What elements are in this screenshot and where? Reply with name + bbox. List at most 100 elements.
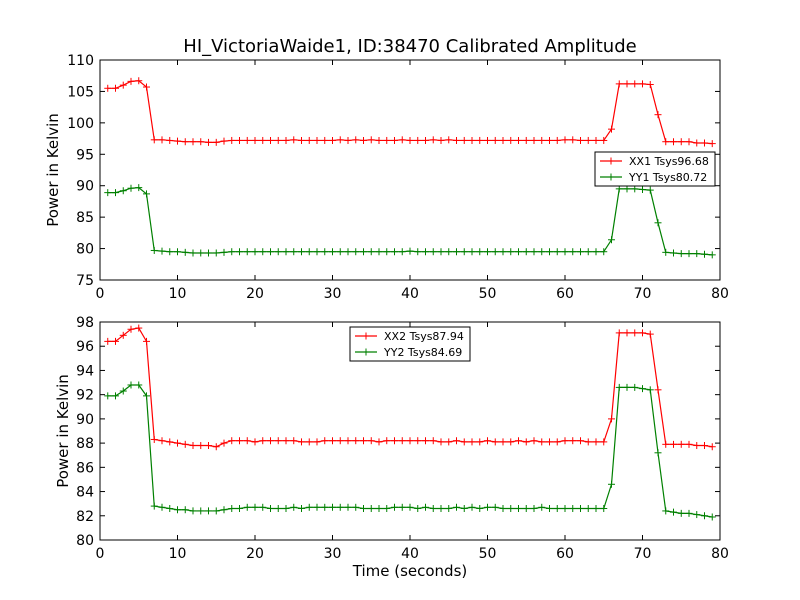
data-point <box>453 503 460 511</box>
data-point <box>623 329 631 337</box>
data-point <box>646 186 654 194</box>
data-point <box>422 503 429 511</box>
y-tick-label: 90 <box>76 412 94 428</box>
chart-title: HI_VictoriaWaide1, ID:38470 Calibrated A… <box>183 36 636 57</box>
data-point <box>228 136 236 144</box>
data-point <box>670 508 677 516</box>
x-tick-label: 30 <box>324 286 342 302</box>
data-point <box>259 437 267 445</box>
data-point <box>189 249 197 257</box>
data-point <box>677 440 685 448</box>
data-point <box>530 505 538 513</box>
data-point <box>274 437 282 445</box>
data-point <box>677 138 685 146</box>
data-point <box>476 136 484 144</box>
data-point <box>685 138 693 146</box>
legend-box <box>594 151 716 187</box>
series-line <box>107 80 713 145</box>
data-point <box>584 505 592 513</box>
data-point <box>236 437 243 445</box>
data-point <box>205 442 212 450</box>
data-point <box>197 138 205 146</box>
data-point <box>329 437 336 445</box>
data-point <box>522 248 530 256</box>
legend-box <box>349 326 471 362</box>
data-point <box>243 503 251 511</box>
data-point <box>499 505 507 513</box>
data-point <box>212 249 220 257</box>
data-point <box>708 251 716 259</box>
legend-entry: YY1 Tsys80.72 <box>600 171 707 184</box>
x-tick-label: 30 <box>324 546 342 562</box>
data-point <box>592 505 600 513</box>
data-point <box>445 136 453 144</box>
data-point <box>212 138 220 146</box>
x-tick-label: 50 <box>479 286 497 302</box>
data-point <box>538 248 546 256</box>
data-point <box>693 250 701 258</box>
data-point <box>538 438 546 446</box>
x-tick-label: 70 <box>634 546 652 562</box>
data-point <box>662 507 670 515</box>
data-point <box>259 503 267 511</box>
data-point <box>228 437 236 445</box>
x-tick-label: 10 <box>169 546 187 562</box>
data-point <box>391 136 398 144</box>
data-point <box>321 136 329 144</box>
data-point <box>205 507 212 515</box>
y-axis-label: Power in Kelvin <box>44 113 62 227</box>
data-point <box>267 136 274 144</box>
data-point <box>654 386 662 394</box>
x-tick-label: 80 <box>711 546 729 562</box>
data-point <box>391 503 398 511</box>
data-point <box>212 443 220 451</box>
x-tick-label: 20 <box>246 286 264 302</box>
data-point <box>592 438 600 446</box>
data-point <box>639 80 646 88</box>
data-point <box>530 248 538 256</box>
y-tick-label: 88 <box>76 436 94 452</box>
data-point <box>608 480 615 488</box>
data-point <box>236 505 243 513</box>
data-point <box>336 248 344 256</box>
x-tick-label: 40 <box>401 286 419 302</box>
legend-entry: XX1 Tsys96.68 <box>600 155 709 168</box>
data-point <box>561 248 569 256</box>
data-point <box>174 137 181 145</box>
data-point <box>205 138 212 146</box>
data-point <box>391 248 398 256</box>
data-point <box>422 136 429 144</box>
x-tick-label: 80 <box>711 286 729 302</box>
data-point <box>313 248 321 256</box>
data-point <box>189 138 197 146</box>
data-point <box>484 503 491 511</box>
data-point <box>685 509 693 517</box>
data-point <box>522 438 530 446</box>
data-point <box>166 248 174 256</box>
data-point <box>375 248 383 256</box>
data-point <box>507 438 515 446</box>
data-point <box>406 437 414 445</box>
data-point <box>313 438 321 446</box>
data-point <box>522 136 530 144</box>
data-point <box>507 136 515 144</box>
data-point <box>313 136 321 144</box>
data-point <box>336 136 344 144</box>
data-point <box>422 437 429 445</box>
x-tick-label: 60 <box>556 286 574 302</box>
data-point <box>515 437 522 445</box>
data-point <box>429 248 437 256</box>
data-point <box>274 505 282 513</box>
series-1 <box>104 324 716 451</box>
data-point <box>639 329 646 337</box>
data-point <box>174 439 181 447</box>
data-point <box>608 125 615 133</box>
data-point <box>282 505 290 513</box>
data-point <box>530 437 538 445</box>
data-point <box>484 248 491 256</box>
series-2 <box>104 184 716 259</box>
data-point <box>584 136 592 144</box>
data-point <box>453 437 460 445</box>
data-point <box>507 248 515 256</box>
